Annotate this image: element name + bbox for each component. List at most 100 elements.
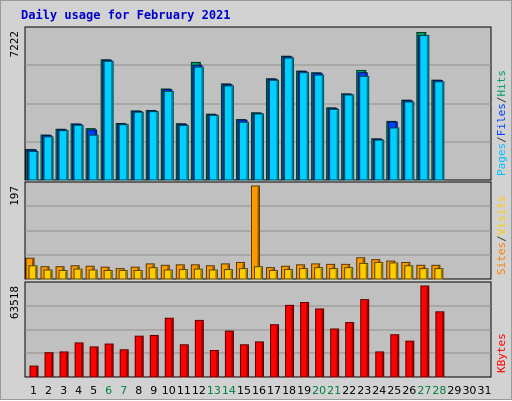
bar-pages-day-15: [238, 121, 249, 181]
day-label-11: 11: [177, 384, 191, 397]
bar-kbytes-day-27: [420, 285, 430, 378]
bar-pages-day-6: [103, 60, 114, 181]
bar-pages-day-3: [58, 130, 69, 181]
panel-kbytes-legend: KBytes: [495, 333, 508, 373]
legend-entry-slash: /: [495, 97, 508, 104]
bar-sites-shadow-day-20: [320, 268, 323, 279]
bar-sites-shadow-day-3: [65, 271, 67, 279]
day-label-17: 17: [267, 384, 281, 397]
bar-pages-day-17: [269, 79, 280, 181]
panel-visits-sites-ymax-label: 197: [8, 186, 21, 206]
day-label-13: 13: [207, 384, 221, 397]
bar-kbytes-day-22: [345, 322, 355, 378]
panel-visits-sites-legend: Sites/Visits: [495, 196, 508, 276]
bar-kbytes-shadow-day-17: [276, 325, 279, 377]
bar-pages-day-5: [88, 134, 99, 181]
bar-kbytes-day-21: [330, 328, 340, 378]
bar-sites-day-1: [28, 265, 38, 280]
bar-kbytes-shadow-day-11: [186, 345, 188, 377]
bar-sites-shadow-day-13: [215, 271, 217, 279]
bar-sites-shadow-day-16: [260, 267, 262, 279]
day-label-23: 23: [357, 384, 371, 397]
bar-kbytes-shadow-day-20: [321, 309, 324, 377]
bar-pages-day-4: [73, 124, 84, 181]
day-label-27: 27: [417, 384, 431, 397]
bar-sites-day-28: [434, 268, 444, 280]
day-label-24: 24: [372, 384, 386, 397]
day-label-15: 15: [237, 384, 251, 397]
bar-sites-shadow-day-11: [185, 270, 187, 279]
bar-sites-day-18: [284, 269, 294, 280]
bar-kbytes-shadow-day-19: [306, 303, 309, 377]
bar-pages-shadow-day-3: [66, 131, 68, 180]
bar-kbytes-shadow-day-25: [396, 335, 399, 377]
bar-kbytes-day-13: [209, 349, 219, 378]
bar-sites-day-17: [269, 270, 279, 280]
bar-kbytes-shadow-day-7: [126, 350, 128, 377]
bar-sites-shadow-day-5: [95, 271, 97, 279]
bar-pages-shadow-day-24: [381, 141, 384, 180]
bar-pages-shadow-day-22: [351, 95, 354, 180]
bar-pages-shadow-day-19: [306, 73, 309, 180]
bar-kbytes-day-3: [59, 351, 69, 378]
bar-kbytes-day-2: [44, 352, 54, 378]
bar-kbytes-shadow-day-21: [336, 330, 339, 377]
bar-kbytes-shadow-day-12: [201, 321, 203, 377]
day-label-28: 28: [432, 384, 446, 397]
bar-sites-shadow-day-22: [350, 268, 353, 279]
bar-kbytes-shadow-day-13: [216, 351, 218, 377]
bar-kbytes-day-11: [179, 344, 189, 378]
bar-pages-shadow-day-5: [96, 136, 98, 180]
bar-pages-shadow-day-4: [81, 126, 83, 180]
bar-kbytes-shadow-day-28: [441, 312, 444, 377]
bar-pages-shadow-day-10: [171, 92, 173, 180]
bar-pages-day-14: [223, 85, 234, 181]
bar-sites-day-8: [133, 270, 143, 280]
bar-sites-day-2: [43, 269, 53, 280]
bar-kbytes-shadow-day-14: [231, 332, 233, 377]
bar-kbytes-shadow-day-2: [51, 353, 53, 377]
bar-sites-shadow-day-7: [125, 271, 127, 279]
bar-sites-day-23: [359, 262, 369, 280]
bar-sites-day-3: [58, 270, 68, 280]
bar-pages-day-18: [284, 57, 295, 181]
bar-kbytes-day-28: [435, 311, 445, 378]
day-label-3: 3: [60, 384, 67, 397]
bar-kbytes-shadow-day-26: [411, 342, 414, 377]
bar-sites-shadow-day-9: [155, 268, 157, 279]
bar-sites-day-7: [118, 270, 128, 280]
bar-kbytes-day-20: [315, 308, 325, 378]
bar-pages-shadow-day-15: [246, 123, 248, 180]
bar-pages-day-23: [359, 75, 370, 181]
bar-pages-day-13: [208, 114, 219, 181]
bar-sites-day-12: [193, 268, 203, 280]
legend-entry-files: Files: [495, 103, 508, 136]
day-label-1: 1: [30, 384, 37, 397]
bar-kbytes-day-25: [390, 334, 400, 378]
panel-kbytes-ymax-label: 63518: [8, 286, 21, 319]
bar-pages-shadow-day-7: [126, 125, 128, 180]
bar-sites-shadow-day-26: [410, 266, 413, 279]
bar-pages-shadow-day-23: [366, 77, 369, 180]
day-label-4: 4: [75, 384, 82, 397]
bar-sites-day-9: [148, 267, 158, 280]
bar-pages-day-20: [314, 74, 325, 181]
bar-kbytes-day-16: [254, 341, 264, 378]
bar-kbytes-shadow-day-1: [36, 367, 38, 377]
day-label-29: 29: [447, 384, 461, 397]
bar-kbytes-shadow-day-5: [96, 347, 98, 377]
bar-kbytes-day-23: [360, 299, 370, 378]
bar-sites-day-5: [88, 269, 98, 280]
bar-sites-day-25: [389, 262, 399, 280]
bar-kbytes-day-17: [270, 324, 280, 378]
legend-entry-slash: /: [495, 235, 508, 242]
bar-pages-day-27: [419, 35, 430, 181]
bar-pages-day-21: [329, 108, 340, 181]
bar-sites-shadow-day-23: [365, 264, 368, 279]
day-label-31: 31: [477, 384, 491, 397]
bar-kbytes-shadow-day-24: [381, 352, 384, 377]
bar-sites-day-22: [344, 267, 354, 280]
bar-kbytes-shadow-day-15: [246, 345, 248, 377]
bar-pages-shadow-day-17: [276, 81, 279, 180]
bar-pages-day-1: [28, 151, 39, 181]
